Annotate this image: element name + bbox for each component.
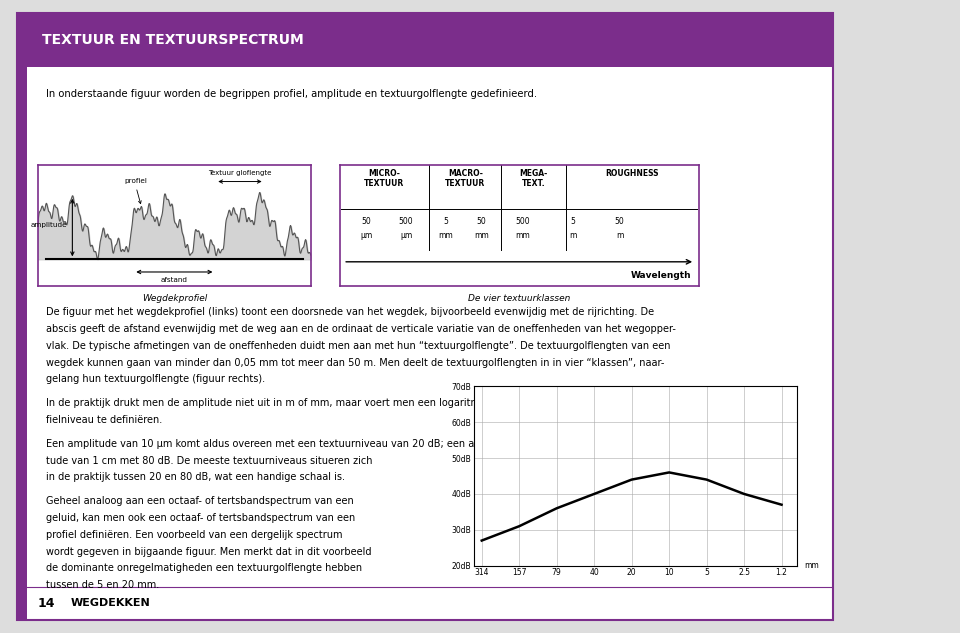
- Text: afstand: afstand: [161, 277, 188, 284]
- Text: De vier textuurklassen: De vier textuurklassen: [468, 294, 570, 303]
- Text: Textuur gloflengte: Textuur gloflengte: [208, 170, 272, 176]
- Text: Een amplitude van 10 μm komt aldus overeen met een textuurniveau van 20 dB; een : Een amplitude van 10 μm komt aldus overe…: [46, 439, 695, 449]
- Text: mm: mm: [438, 231, 453, 240]
- Text: μm: μm: [360, 231, 372, 240]
- Text: mm: mm: [804, 561, 819, 570]
- Text: 5: 5: [444, 216, 448, 226]
- Text: mm: mm: [474, 231, 489, 240]
- Text: m: m: [569, 231, 577, 240]
- Text: In de praktijk drukt men de amplitude niet uit in m of mm, maar voert men een lo: In de praktijk drukt men de amplitude ni…: [46, 398, 673, 408]
- Text: mm: mm: [516, 231, 530, 240]
- Text: fielniveau te definiëren.: fielniveau te definiëren.: [46, 415, 162, 425]
- Text: tussen de 5 en 20 mm.: tussen de 5 en 20 mm.: [46, 580, 159, 590]
- Text: MACRO-
TEXTUUR: MACRO- TEXTUUR: [445, 168, 486, 188]
- Text: profiel definiëren. Een voorbeeld van een dergelijk spectrum: profiel definiëren. Een voorbeeld van ee…: [46, 530, 343, 540]
- Text: wordt gegeven in bijgaande figuur. Men merkt dat in dit voorbeeld: wordt gegeven in bijgaande figuur. Men m…: [46, 546, 372, 556]
- Bar: [17, 67, 27, 620]
- Text: 500: 500: [516, 216, 530, 226]
- Text: de dominante onregelmatigheden een textuurgolflengte hebben: de dominante onregelmatigheden een textu…: [46, 563, 362, 573]
- Text: Wegdekprofiel: Wegdekprofiel: [142, 294, 207, 303]
- Text: 14: 14: [37, 597, 55, 610]
- Text: De figuur met het wegdekprofiel (links) toont een doorsnede van het wegdek, bijv: De figuur met het wegdekprofiel (links) …: [46, 308, 654, 317]
- Text: 5: 5: [570, 216, 575, 226]
- Text: tude van 1 cm met 80 dB. De meeste textuurniveaus situeren zich: tude van 1 cm met 80 dB. De meeste textu…: [46, 456, 372, 466]
- Text: 50: 50: [362, 216, 372, 226]
- Text: 500: 500: [398, 216, 414, 226]
- Text: MICRO-
TEXTUUR: MICRO- TEXTUUR: [365, 168, 404, 188]
- Text: ROUGHNESS: ROUGHNESS: [606, 168, 659, 178]
- Text: Wavelength: Wavelength: [631, 272, 691, 280]
- Text: abscis geeft de afstand evenwijdig met de weg aan en de ordinaat de verticale va: abscis geeft de afstand evenwijdig met d…: [46, 324, 676, 334]
- Text: wegdek kunnen gaan van minder dan 0,05 mm tot meer dan 50 m. Men deelt de textuu: wegdek kunnen gaan van minder dan 0,05 m…: [46, 358, 664, 368]
- Text: profiel: profiel: [125, 179, 148, 184]
- Bar: [17, 13, 833, 67]
- Text: MEGA-
TEXT.: MEGA- TEXT.: [519, 168, 547, 188]
- Text: in de praktijk tussen 20 en 80 dB, wat een handige schaal is.: in de praktijk tussen 20 en 80 dB, wat e…: [46, 472, 345, 482]
- Text: TEXTUUR EN TEXTUURSPECTRUM: TEXTUUR EN TEXTUURSPECTRUM: [42, 33, 303, 47]
- Text: Geheel analoog aan een octaaf- of tertsbandspectrum van een: Geheel analoog aan een octaaf- of tertsb…: [46, 496, 353, 506]
- Text: 50: 50: [614, 216, 625, 226]
- Text: geluid, kan men ook een octaaf- of tertsbandspectrum van een: geluid, kan men ook een octaaf- of terts…: [46, 513, 355, 523]
- Text: μm: μm: [400, 231, 412, 240]
- Text: 50: 50: [476, 216, 487, 226]
- Text: vlak. De typische afmetingen van de oneffenheden duidt men aan met hun “textuurg: vlak. De typische afmetingen van de onef…: [46, 341, 670, 351]
- Text: WEGDEKKEN: WEGDEKKEN: [70, 598, 150, 608]
- Text: gelang hun textuurgolflengte (figuur rechts).: gelang hun textuurgolflengte (figuur rec…: [46, 374, 265, 384]
- Text: In onderstaande figuur worden de begrippen profiel, amplitude en textuurgolfleng: In onderstaande figuur worden de begripp…: [46, 89, 537, 99]
- Text: m: m: [616, 231, 623, 240]
- Text: amplitude: amplitude: [31, 222, 67, 228]
